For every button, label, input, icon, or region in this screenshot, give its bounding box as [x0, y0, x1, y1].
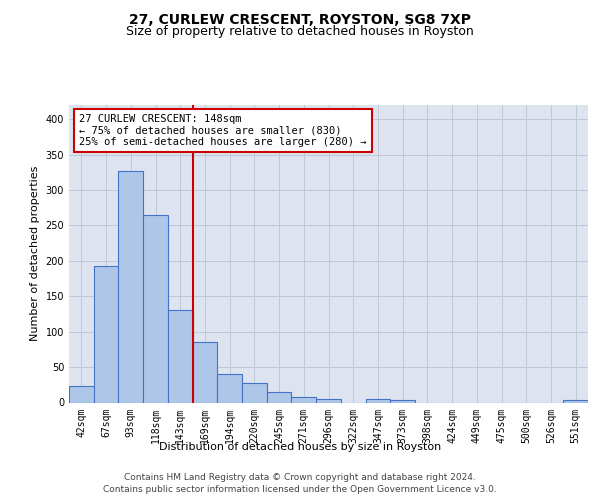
Text: Contains HM Land Registry data © Crown copyright and database right 2024.: Contains HM Land Registry data © Crown c… — [124, 472, 476, 482]
Bar — [563, 400, 588, 402]
Bar — [69, 386, 94, 402]
Y-axis label: Number of detached properties: Number of detached properties — [30, 166, 40, 342]
Text: 27 CURLEW CRESCENT: 148sqm
← 75% of detached houses are smaller (830)
25% of sem: 27 CURLEW CRESCENT: 148sqm ← 75% of deta… — [79, 114, 367, 147]
Text: Distribution of detached houses by size in Royston: Distribution of detached houses by size … — [159, 442, 441, 452]
Bar — [292, 397, 316, 402]
Bar — [390, 400, 415, 402]
Bar — [316, 399, 341, 402]
Bar — [242, 384, 267, 402]
Bar — [94, 266, 118, 402]
Bar — [217, 374, 242, 402]
Text: Size of property relative to detached houses in Royston: Size of property relative to detached ho… — [126, 25, 474, 38]
Bar — [365, 399, 390, 402]
Bar — [193, 342, 217, 402]
Bar — [143, 215, 168, 402]
Bar — [267, 392, 292, 402]
Bar — [168, 310, 193, 402]
Text: 27, CURLEW CRESCENT, ROYSTON, SG8 7XP: 27, CURLEW CRESCENT, ROYSTON, SG8 7XP — [129, 12, 471, 26]
Bar — [118, 171, 143, 402]
Text: Contains public sector information licensed under the Open Government Licence v3: Contains public sector information licen… — [103, 485, 497, 494]
